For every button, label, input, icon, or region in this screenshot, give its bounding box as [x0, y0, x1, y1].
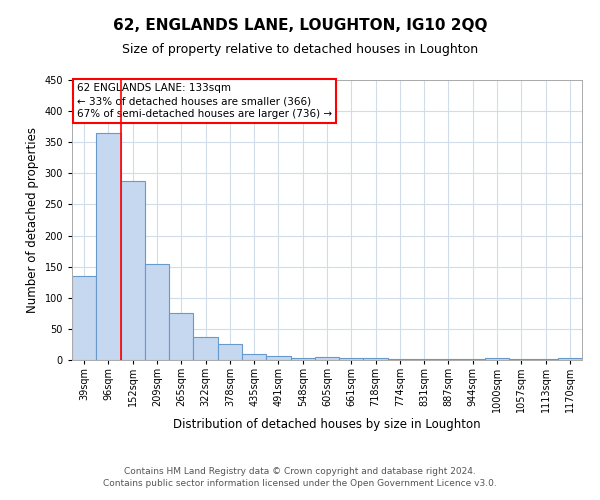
- Bar: [169, 312, 193, 360]
- Text: Size of property relative to detached houses in Loughton: Size of property relative to detached ho…: [122, 42, 478, 56]
- Bar: [72, 276, 96, 360]
- Bar: [339, 358, 364, 360]
- Bar: [145, 264, 169, 360]
- X-axis label: Distribution of detached houses by size in Loughton: Distribution of detached houses by size …: [173, 418, 481, 431]
- Bar: [388, 359, 412, 360]
- Bar: [558, 358, 582, 360]
- Bar: [121, 181, 145, 360]
- Text: Contains HM Land Registry data © Crown copyright and database right 2024.
Contai: Contains HM Land Registry data © Crown c…: [103, 466, 497, 487]
- Bar: [218, 344, 242, 360]
- Text: 62, ENGLANDS LANE, LOUGHTON, IG10 2QQ: 62, ENGLANDS LANE, LOUGHTON, IG10 2QQ: [113, 18, 487, 32]
- Bar: [290, 358, 315, 360]
- Text: 62 ENGLANDS LANE: 133sqm
← 33% of detached houses are smaller (366)
67% of semi-: 62 ENGLANDS LANE: 133sqm ← 33% of detach…: [77, 83, 332, 119]
- Y-axis label: Number of detached properties: Number of detached properties: [26, 127, 39, 313]
- Bar: [242, 354, 266, 360]
- Bar: [96, 133, 121, 360]
- Bar: [266, 356, 290, 360]
- Bar: [315, 357, 339, 360]
- Bar: [364, 358, 388, 360]
- Bar: [193, 337, 218, 360]
- Bar: [485, 358, 509, 360]
